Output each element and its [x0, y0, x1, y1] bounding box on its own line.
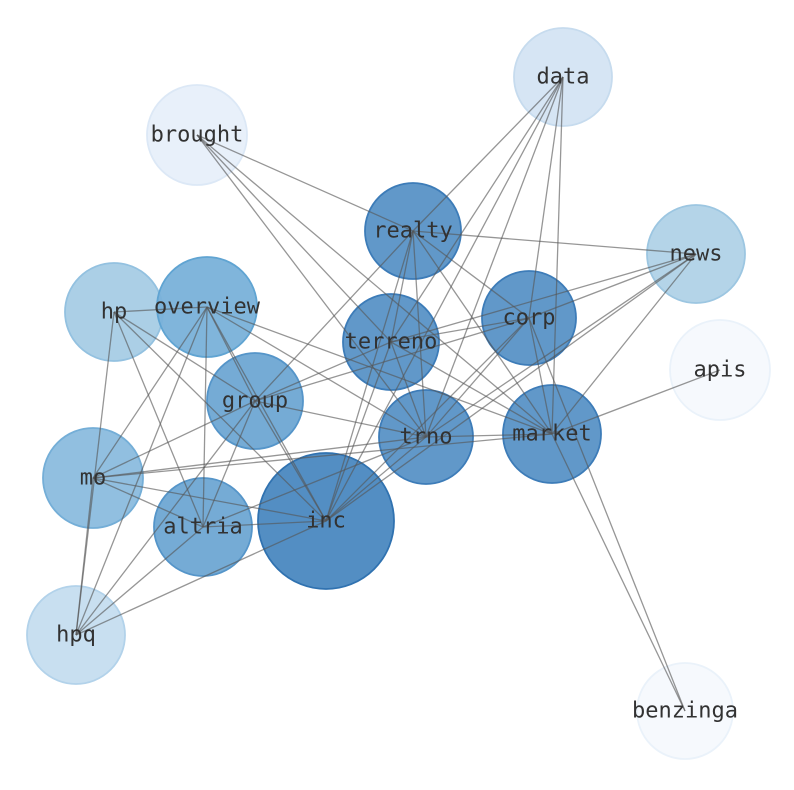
edge-inc-hpq: [75, 520, 327, 636]
edge-hp-overview: [113, 306, 208, 313]
edge-data-market: [551, 76, 564, 435]
edge-corp-group: [254, 317, 530, 402]
edge-news-inc: [325, 253, 697, 522]
edge-trno-market: [425, 433, 553, 438]
edge-data-realty: [412, 76, 564, 232]
edge-group-altria: [202, 400, 256, 528]
edge-inc-altria: [202, 520, 327, 528]
edge-benzinga-corp: [528, 317, 686, 712]
edge-trno-altria: [202, 436, 427, 528]
edge-brought-terreno: [196, 134, 392, 343]
edge-market-overview: [206, 306, 553, 435]
edge-realty-group: [254, 230, 414, 402]
edge-news-realty: [412, 230, 697, 255]
edge-altria-hp: [113, 311, 204, 528]
edge-terreno-corp: [390, 317, 530, 343]
edge-realty-trno: [412, 230, 427, 438]
edge-terreno-market: [390, 341, 553, 435]
edge-inc-mo: [92, 477, 327, 522]
edge-group-hpq: [75, 400, 256, 636]
edge-terreno-group: [254, 341, 392, 402]
edge-altria-mo: [92, 477, 204, 528]
edge-altria-hpq: [75, 526, 204, 636]
edge-corp-trno: [425, 317, 530, 438]
edge-overview-hpq: [75, 306, 208, 636]
edge-market-mo: [92, 433, 553, 479]
edge-brought-realty: [196, 134, 414, 232]
edge-apis-market: [551, 369, 721, 435]
edge-data-corp: [528, 76, 564, 319]
edge-news-corp: [528, 253, 697, 319]
edge-realty-terreno: [390, 230, 414, 343]
edge-benzinga-market: [551, 433, 686, 712]
edge-trno-group: [254, 400, 427, 438]
edge-trno-overview: [206, 306, 427, 438]
edge-data-terreno: [390, 76, 564, 343]
edge-brought-market: [196, 134, 553, 435]
edge-group-hp: [113, 311, 256, 402]
edge-news-market: [551, 253, 697, 435]
edge-hp-hpq: [75, 311, 115, 636]
edge-mo-overview: [92, 306, 208, 479]
edge-group-overview: [206, 306, 256, 402]
edge-altria-overview: [202, 306, 208, 528]
edge-terreno-inc: [325, 341, 392, 522]
edge-brought-trno: [196, 134, 427, 438]
edge-news-trno: [425, 253, 697, 438]
edge-trno-inc: [325, 436, 427, 522]
edge-inc-hp: [113, 311, 327, 522]
edge-realty-inc: [325, 230, 414, 522]
edge-group-mo: [92, 400, 256, 479]
edge-inc-overview: [206, 306, 327, 522]
edge-trno-mo: [92, 436, 427, 479]
edge-corp-market: [528, 317, 553, 435]
edge-data-trno: [425, 76, 564, 438]
edge-corp-inc: [325, 317, 530, 522]
edge-news-terreno: [390, 253, 697, 343]
edge-realty-corp: [412, 230, 530, 319]
edge-data-inc: [325, 76, 564, 522]
